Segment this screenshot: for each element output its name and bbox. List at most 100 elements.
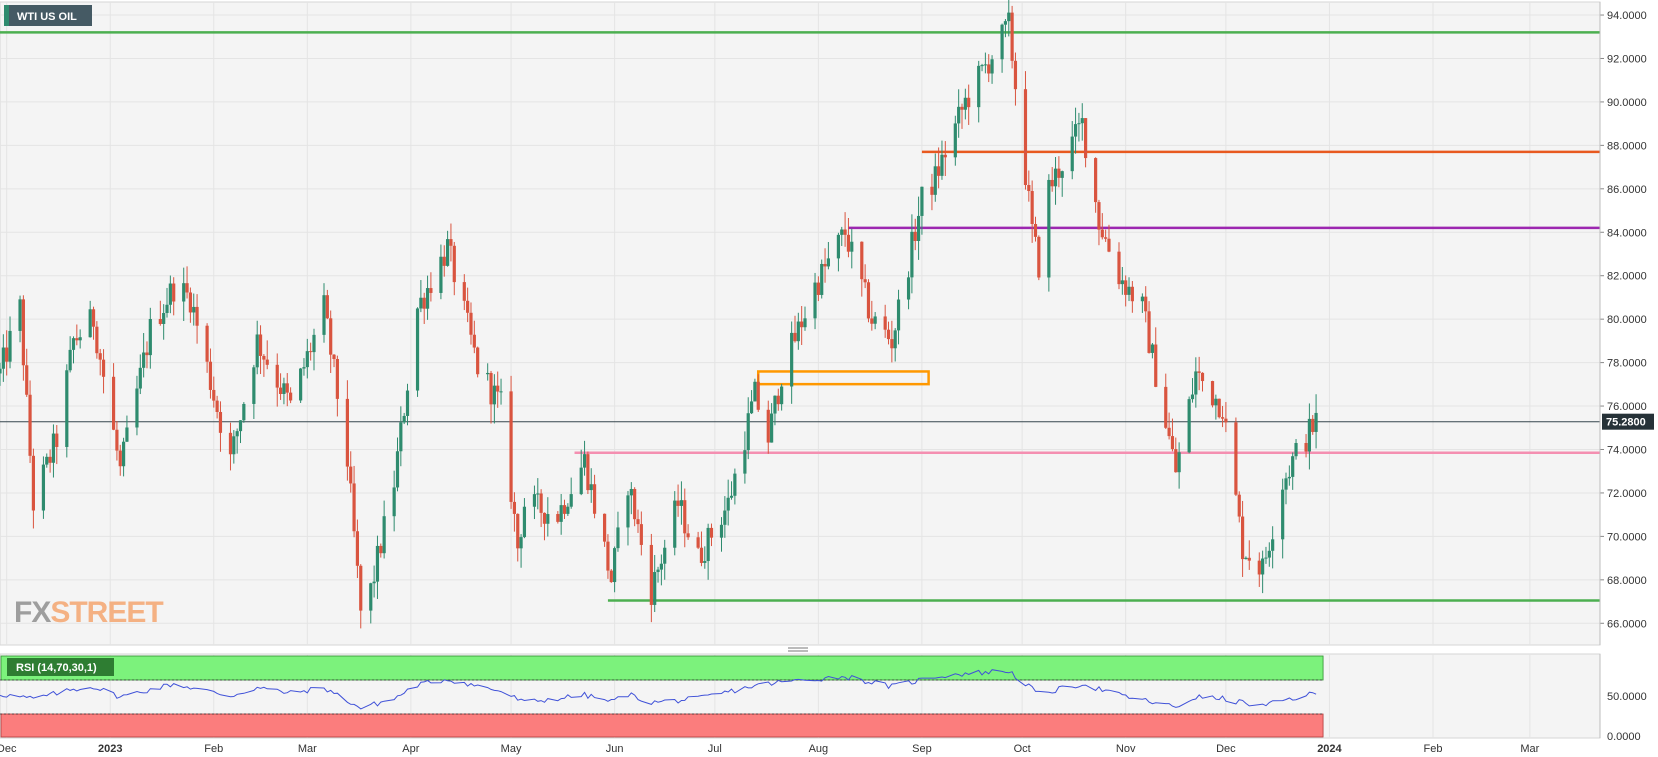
candle-body [866,282,871,319]
watermark-fx: FX [14,596,51,629]
candle-body [749,401,754,414]
instrument-badge-accent [4,5,9,26]
candle-body [793,332,797,342]
candle-body [355,531,360,566]
candle-body [305,351,309,368]
candle-body [780,386,784,405]
rsi-tick-label: 0.0000 [1607,731,1641,743]
candle-body [893,330,897,349]
candle-body [673,500,677,548]
candle-body [539,493,543,513]
candle-body [345,398,349,467]
candle-body [188,292,192,313]
candle-body [1007,12,1011,22]
candle-body [963,97,967,110]
candle-body [75,338,79,341]
current-price-label: 75.2800 [1606,417,1646,429]
candle-body [967,97,971,108]
price-tick-label: 66.0000 [1607,618,1647,630]
candle-body [0,368,2,374]
price-tick-label: 84.0000 [1607,227,1647,239]
candle-body [1060,171,1064,178]
candle-body [1100,229,1104,238]
candle-body [536,493,540,495]
candle-body [1220,417,1225,419]
candle-body [1190,394,1195,400]
candle-body [1247,557,1251,561]
candle-body [729,495,734,498]
candle-body [703,561,707,563]
candle-body [1000,24,1004,60]
candle-body [212,389,216,401]
time-axis-label: Aug [809,743,829,755]
candle-body [776,395,780,405]
candle-body [602,513,607,542]
candle-body [392,487,396,517]
candle-body [1147,311,1151,353]
candle-body [1267,550,1271,558]
candle-body [1130,286,1134,302]
candle-body [896,299,901,331]
candle-body [145,352,149,356]
fxstreet-watermark: FXSTREET [14,596,163,629]
watermark-street: STREET [50,596,163,629]
candle-body [883,316,887,330]
candle-body [21,299,25,366]
time-axis-label: Dec [1216,743,1236,755]
candle-body [512,501,517,514]
candle-body [509,391,513,502]
candle-body [1083,118,1088,159]
candle-body [285,383,289,393]
candle-body [659,563,663,570]
candle-body [215,400,219,412]
candle-body [850,241,854,252]
candle-body [399,422,403,452]
candle-body [422,297,426,309]
price-tick-label: 80.0000 [1607,314,1647,326]
price-tick-label: 86.0000 [1607,184,1647,196]
current-price-tag [1602,413,1654,430]
rsi-oversold-band [0,713,1324,738]
candle-body [886,329,891,340]
candle-body [118,450,122,467]
candle-body [335,358,339,399]
candle-body [1013,60,1018,90]
candle-body [1244,557,1248,560]
candle-body [1050,179,1054,187]
candle-body [860,241,864,280]
candle-body [1234,422,1238,495]
price-tick-label: 74.0000 [1607,444,1647,456]
candle-body [937,166,941,176]
rsi-label-accent [2,658,7,676]
candle-body [1104,237,1108,239]
candle-body [1257,560,1261,575]
candle-body [262,355,266,360]
candle-body [402,415,406,423]
candle-body [208,361,213,390]
candle-body [466,300,470,313]
candle-body [1167,427,1171,437]
candle-body [195,306,199,326]
candle-body [449,239,453,246]
rsi-label-text: RSI (14,70,30,1) [16,662,97,674]
candle-body [165,304,169,313]
candle-body [1057,168,1061,178]
candle-body [232,436,236,455]
candle-body [205,325,209,362]
candle-body [258,334,263,356]
candle-body [395,451,400,488]
candle-body [172,283,176,302]
candle-body [88,309,92,338]
candle-body [746,413,750,451]
candle-body [726,497,730,511]
candle-body [486,372,490,375]
time-axis-label: Dec [0,743,17,755]
candle-body [606,541,610,571]
candle-body [813,282,817,319]
candle-body [613,548,617,583]
candle-body [41,464,46,511]
candle-body [1124,280,1128,295]
candle-body [820,263,824,295]
price-tick-label: 88.0000 [1607,140,1647,152]
candle-body [489,372,493,405]
